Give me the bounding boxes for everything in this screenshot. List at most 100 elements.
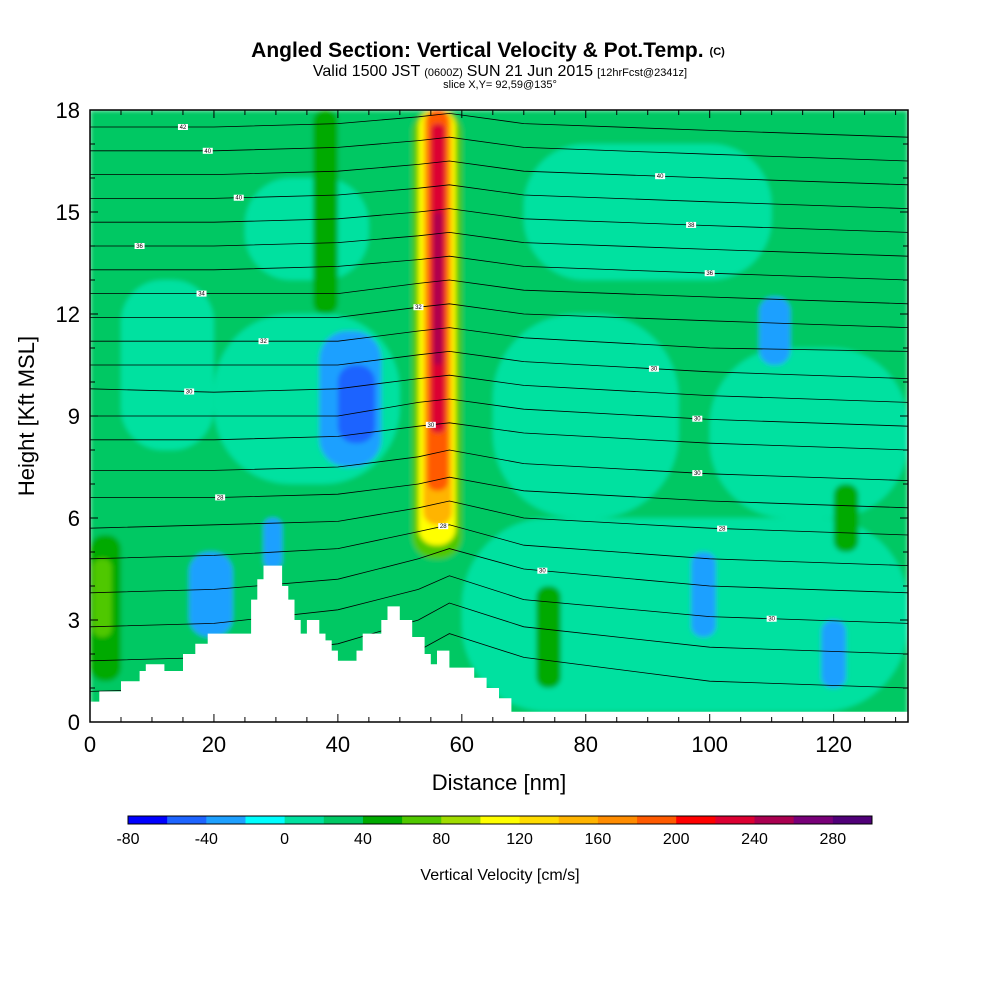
isentrope-label: 30 (768, 617, 775, 623)
isentrope-label: 30 (694, 471, 701, 477)
velocity-cell (691, 552, 716, 637)
colorbar-tick-label: 40 (354, 831, 372, 848)
isentrope-label-bg (692, 415, 703, 422)
terrain (90, 565, 908, 722)
isentrope-label: 32 (260, 339, 267, 345)
x-tick-label: 20 (202, 732, 226, 757)
isentrope-line (90, 303, 908, 328)
velocity-cell (244, 178, 369, 280)
velocity-cell (833, 484, 859, 552)
isentrope-label: 28 (217, 495, 224, 501)
velocity-cell (759, 297, 791, 365)
y-tick-label: 18 (56, 98, 80, 123)
colorbar-label: Vertical Velocity [cm/s] (420, 867, 579, 884)
isentrope-label-bg (184, 388, 195, 395)
isentrope-label: 40 (235, 196, 242, 202)
isentrope-line (90, 231, 908, 257)
y-tick-label: 15 (56, 200, 80, 225)
colorbar-tick-label: -40 (195, 831, 218, 848)
velocity-cell (821, 620, 847, 688)
colorbar-tick-label: 200 (663, 831, 690, 848)
colorbar-swatch (362, 816, 403, 824)
isentrope-label: 30 (186, 390, 193, 396)
isentrope-label-bg (258, 338, 269, 345)
colorbar-swatch (832, 816, 873, 824)
isentrope-label-bg (717, 525, 728, 532)
x-tick-label: 40 (326, 732, 350, 757)
colorbar-tick-label: -80 (116, 831, 139, 848)
isentrope-label-bg (692, 470, 703, 477)
colorbar-tick-label: 160 (585, 831, 612, 848)
isentrope-line (90, 524, 908, 566)
isentrope-line (90, 350, 908, 379)
colorbar-swatch (754, 816, 795, 824)
colorbar-swatch (597, 816, 638, 824)
isentrope-line (90, 374, 908, 403)
velocity-cell (263, 518, 283, 569)
isentrope-label-bg (215, 494, 226, 501)
isentrope-label: 30 (539, 569, 546, 575)
colorbar-swatch (637, 816, 677, 824)
isentrope-line (90, 327, 908, 352)
isentrope-line (90, 575, 908, 628)
isentrope-line (90, 255, 908, 281)
colorbar-swatch (402, 816, 442, 824)
velocity-cell (313, 110, 338, 314)
y-axis-label: Height [Kft MSL] (14, 336, 39, 496)
chart-slice: slice X,Y= 92,59@135° (443, 79, 557, 91)
isentrope-label: 30 (694, 417, 701, 423)
colorbar-swatch (676, 816, 716, 824)
colorbar-tick-label: 80 (432, 831, 450, 848)
isentrope-line (90, 160, 908, 186)
colorbar-swatch (206, 816, 246, 824)
potential-temperature-contours: 30 30 28 28 28 30 30 30 30 30 32 32 34 36 36 38 40 40 40 42 (90, 112, 908, 692)
isentrope-label: 36 (706, 271, 713, 277)
plot-area: 30 30 28 28 28 30 30 30 30 30 32 32 34 36 36 38 40 40 40 42 (90, 110, 908, 722)
isentrope-label-bg (233, 194, 244, 201)
isentrope-line (90, 208, 908, 233)
x-tick-label: 100 (691, 732, 728, 757)
isentrope-label: 36 (136, 244, 143, 250)
colorbar-tick-label: 0 (280, 831, 289, 848)
isentrope-label-bg (438, 523, 449, 530)
chart-valid-time: Valid 1500 JST (0600Z) SUN 21 Jun 2015 [12h… (313, 63, 687, 80)
y-tick-label: 9 (68, 404, 80, 429)
isentrope-label-bg (686, 221, 697, 228)
isentrope-line (90, 548, 908, 594)
isentrope-label-bg (648, 365, 659, 372)
isentrope-label-bg (766, 615, 777, 622)
isentrope-label-bg (202, 147, 213, 154)
isentrope-label: 28 (440, 524, 447, 530)
isentrope-label-bg (655, 173, 666, 180)
colorbar-tick-label: 280 (819, 831, 846, 848)
isentrope-label-bg (177, 124, 188, 130)
isentrope-label: 28 (719, 527, 726, 533)
isentrope-line (90, 449, 908, 481)
y-tick-label: 3 (68, 608, 80, 633)
isentrope-line (90, 112, 908, 138)
colorbar-swatch (715, 816, 756, 824)
isentrope-label: 34 (198, 292, 205, 298)
isentrope-label: 40 (204, 149, 211, 155)
isentrope-line (90, 500, 908, 536)
x-axis-label: Distance [nm] (432, 770, 567, 795)
colorbar-tick-label: 120 (506, 831, 533, 848)
isentrope-label-bg (537, 567, 548, 574)
velocity-cell (189, 552, 233, 637)
velocity-cell (492, 314, 679, 518)
isentrope-line (90, 279, 908, 305)
velocity-cell (536, 586, 561, 688)
x-axis: 0 20 40 60 80 100 120 (84, 110, 897, 757)
isentrope-label: 30 (651, 367, 658, 373)
colorbar-swatch (793, 816, 834, 824)
isentrope-label: 30 (427, 423, 434, 429)
chart-forecast: [12hrFcst@2341z] (597, 67, 687, 79)
velocity-cell (433, 212, 442, 365)
colorbar-swatch (245, 816, 286, 824)
colorbar-swatch (558, 816, 599, 824)
chart-title: Angled Section: Vertical Velocity & Pot.… (251, 39, 725, 62)
y-tick-label: 12 (56, 302, 80, 327)
colorbar-swatch (441, 816, 481, 824)
